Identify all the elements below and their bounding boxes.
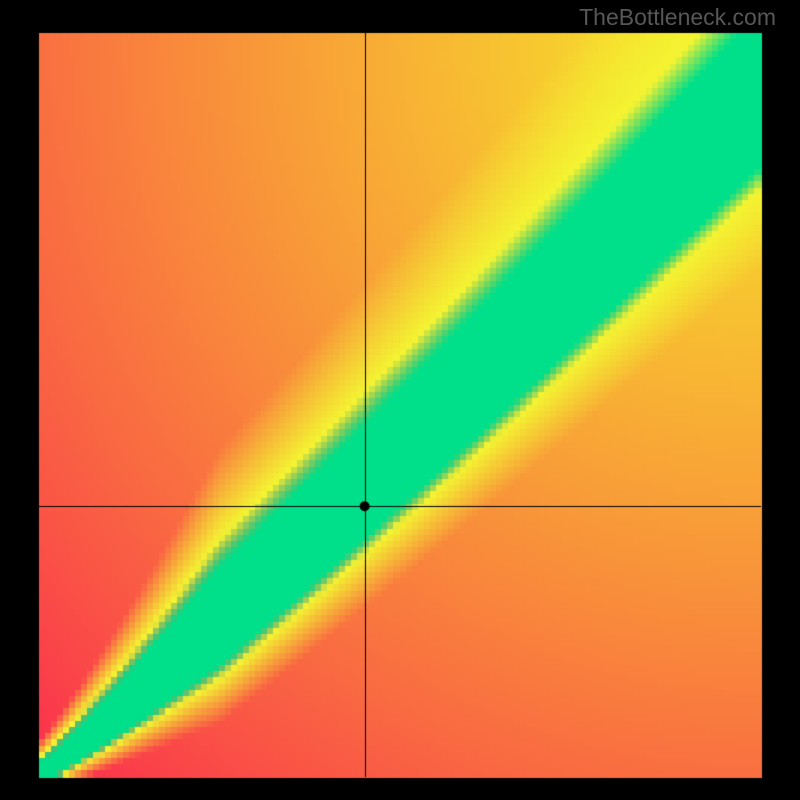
chart-container: TheBottleneck.com	[0, 0, 800, 800]
bottleneck-heatmap	[0, 0, 800, 800]
watermark-text: TheBottleneck.com	[579, 4, 776, 31]
